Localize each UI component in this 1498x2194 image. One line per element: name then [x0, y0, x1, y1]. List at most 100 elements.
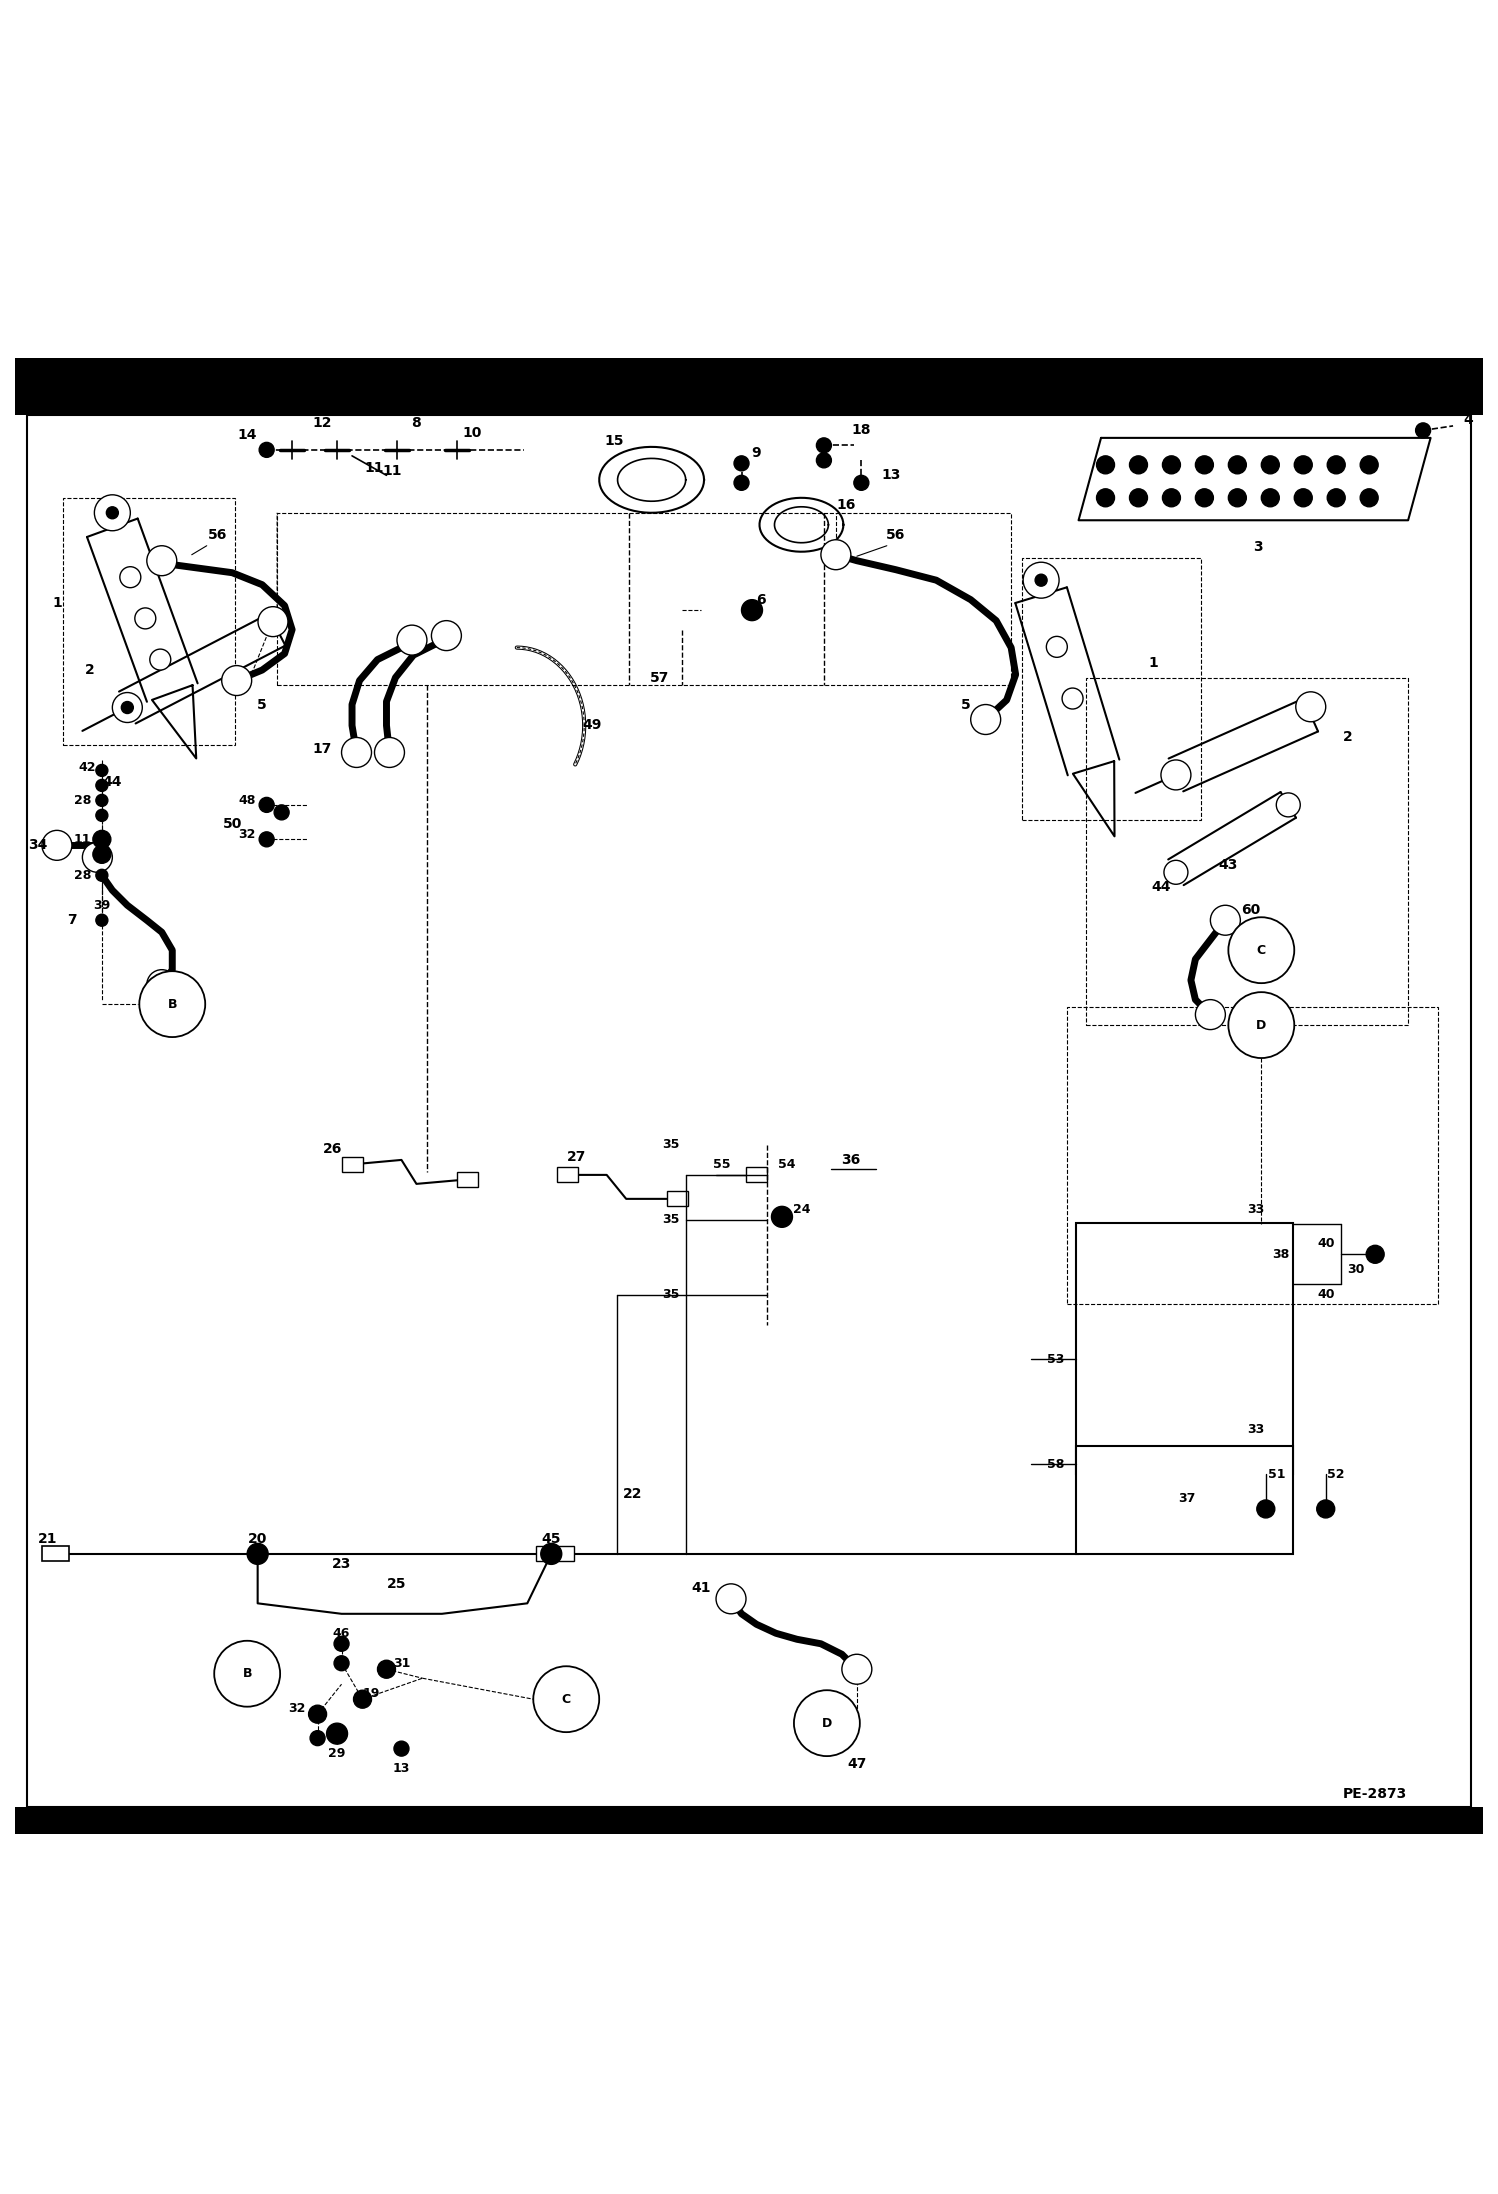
- Circle shape: [377, 1661, 395, 1678]
- Text: 42: 42: [78, 761, 96, 774]
- Text: 5: 5: [962, 698, 971, 711]
- Circle shape: [1195, 1000, 1225, 1029]
- Circle shape: [1327, 489, 1345, 507]
- Text: D: D: [1257, 1018, 1266, 1031]
- Circle shape: [1360, 456, 1378, 474]
- Text: 2: 2: [85, 663, 94, 678]
- Circle shape: [374, 737, 404, 768]
- Circle shape: [1327, 456, 1345, 474]
- Bar: [1076, 1446, 1293, 1553]
- Bar: [746, 1167, 767, 1183]
- Text: 2: 2: [1344, 731, 1353, 744]
- Circle shape: [334, 1637, 349, 1652]
- Text: 33: 33: [1246, 1424, 1264, 1437]
- Text: 46: 46: [333, 1626, 351, 1639]
- Circle shape: [734, 456, 749, 472]
- Text: 41: 41: [691, 1582, 712, 1595]
- Circle shape: [1228, 992, 1294, 1058]
- Text: 49: 49: [583, 717, 601, 733]
- Text: 57: 57: [650, 671, 668, 685]
- Text: 6: 6: [756, 592, 765, 608]
- Circle shape: [42, 829, 72, 860]
- Circle shape: [259, 443, 274, 456]
- Text: 1: 1: [1149, 656, 1158, 669]
- Circle shape: [222, 665, 252, 695]
- Circle shape: [1195, 489, 1213, 507]
- Text: C: C: [562, 1694, 571, 1705]
- Text: 20: 20: [249, 1531, 267, 1547]
- Circle shape: [96, 915, 108, 926]
- Bar: [342, 1156, 363, 1172]
- Text: B: B: [243, 1667, 252, 1681]
- Circle shape: [1416, 423, 1431, 439]
- Text: 40: 40: [1317, 1288, 1335, 1301]
- Circle shape: [1097, 456, 1115, 474]
- Circle shape: [742, 599, 762, 621]
- Circle shape: [1129, 489, 1147, 507]
- Circle shape: [214, 1641, 280, 1707]
- Circle shape: [1317, 1501, 1335, 1518]
- Text: 50: 50: [223, 818, 241, 832]
- Bar: [1086, 678, 1408, 1025]
- Text: 45: 45: [541, 1531, 562, 1547]
- Text: B: B: [168, 998, 177, 1011]
- Circle shape: [971, 704, 1001, 735]
- Text: 9: 9: [752, 445, 761, 461]
- Text: 38: 38: [1272, 1248, 1290, 1262]
- Circle shape: [93, 845, 111, 862]
- Circle shape: [82, 842, 112, 873]
- Text: 39: 39: [93, 900, 111, 913]
- Circle shape: [541, 1542, 562, 1564]
- Circle shape: [1228, 489, 1246, 507]
- Text: 15: 15: [604, 434, 625, 448]
- Text: 22: 22: [622, 1488, 643, 1501]
- Text: 8: 8: [412, 417, 421, 430]
- Text: 13: 13: [882, 467, 900, 483]
- Bar: [277, 513, 1011, 685]
- Circle shape: [96, 779, 108, 792]
- Circle shape: [816, 452, 831, 467]
- Circle shape: [120, 566, 141, 588]
- Circle shape: [1294, 456, 1312, 474]
- Circle shape: [96, 869, 108, 882]
- Text: 59: 59: [1237, 1018, 1255, 1031]
- Text: 43: 43: [1219, 858, 1237, 871]
- Text: 31: 31: [392, 1656, 410, 1670]
- Text: 17: 17: [313, 742, 331, 757]
- Circle shape: [1162, 456, 1180, 474]
- Text: 29: 29: [328, 1746, 346, 1760]
- Text: 40: 40: [1317, 1237, 1335, 1251]
- Text: 52: 52: [1327, 1468, 1345, 1481]
- Circle shape: [1210, 906, 1240, 935]
- Text: 1: 1: [52, 595, 61, 610]
- Circle shape: [533, 1665, 599, 1731]
- Text: 19: 19: [363, 1687, 380, 1700]
- Circle shape: [794, 1689, 860, 1755]
- Circle shape: [1046, 636, 1067, 658]
- Text: D: D: [822, 1716, 831, 1729]
- Text: 55: 55: [713, 1158, 731, 1172]
- Text: 23: 23: [333, 1558, 351, 1571]
- Text: 12: 12: [312, 417, 333, 430]
- Circle shape: [1062, 689, 1083, 709]
- Text: 3: 3: [1254, 540, 1263, 555]
- Circle shape: [135, 608, 156, 630]
- Circle shape: [1276, 792, 1300, 816]
- Text: 14: 14: [237, 428, 258, 441]
- Circle shape: [854, 476, 869, 489]
- Circle shape: [96, 794, 108, 807]
- Text: 28: 28: [73, 869, 91, 882]
- Circle shape: [106, 507, 118, 518]
- Text: 27: 27: [568, 1150, 586, 1165]
- Circle shape: [716, 1584, 746, 1615]
- Circle shape: [1129, 456, 1147, 474]
- Text: 10: 10: [463, 426, 481, 441]
- Text: 11: 11: [382, 463, 403, 478]
- Bar: [1022, 557, 1201, 821]
- Text: 35: 35: [662, 1139, 680, 1152]
- Circle shape: [94, 496, 130, 531]
- Circle shape: [1097, 489, 1115, 507]
- Text: 36: 36: [842, 1152, 860, 1167]
- Circle shape: [354, 1689, 372, 1709]
- Circle shape: [1162, 489, 1180, 507]
